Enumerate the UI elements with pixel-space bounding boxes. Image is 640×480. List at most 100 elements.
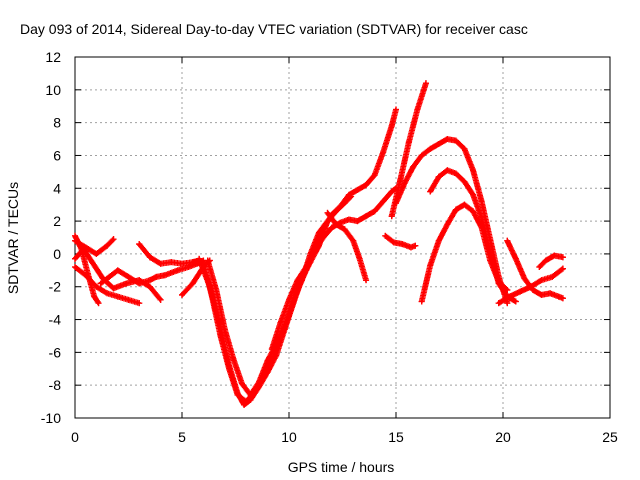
data-point bbox=[97, 280, 104, 287]
tick-labels: 0 5 10 15 20 25 -10 -8 -6 -4 -2 0 2 4 6 8 10 12 bbox=[41, 49, 618, 445]
data-point bbox=[146, 277, 153, 284]
data-point bbox=[189, 280, 196, 287]
data-point bbox=[393, 200, 399, 207]
data-point bbox=[444, 221, 451, 228]
series-arc-18 bbox=[504, 237, 566, 302]
data-point bbox=[521, 275, 528, 282]
data-point bbox=[234, 392, 241, 399]
data-point bbox=[542, 257, 549, 264]
data-point bbox=[478, 198, 485, 205]
series-arc-13 bbox=[382, 232, 419, 251]
data-point bbox=[213, 287, 220, 294]
data-point bbox=[337, 203, 344, 210]
data-point bbox=[315, 229, 322, 236]
data-point bbox=[363, 181, 370, 188]
plot-frame bbox=[74, 56, 611, 419]
data-point bbox=[470, 191, 477, 198]
data-point bbox=[527, 283, 534, 290]
data-point bbox=[89, 259, 96, 266]
data-point bbox=[196, 255, 203, 262]
data-point bbox=[418, 298, 425, 305]
data-point bbox=[495, 278, 502, 285]
data-point bbox=[380, 198, 387, 205]
y-tick-label: -8 bbox=[49, 377, 62, 393]
data-point bbox=[380, 149, 387, 156]
data-point bbox=[512, 255, 519, 262]
data-point bbox=[444, 167, 451, 174]
data-point bbox=[93, 250, 100, 257]
data-point bbox=[504, 287, 511, 294]
y-tick-label: 8 bbox=[53, 115, 61, 131]
y-tick-label: -4 bbox=[49, 312, 62, 328]
data-point bbox=[104, 242, 111, 249]
data-point bbox=[95, 300, 102, 307]
series-arc-14 bbox=[388, 80, 429, 220]
y-tick-label: 4 bbox=[53, 180, 61, 196]
y-tick-label: 6 bbox=[53, 147, 61, 163]
data-point bbox=[559, 265, 566, 272]
data-point bbox=[401, 180, 408, 187]
data-point bbox=[114, 267, 121, 274]
ticks bbox=[74, 56, 611, 419]
data-point bbox=[328, 224, 335, 231]
data-point bbox=[221, 326, 228, 333]
data-point bbox=[517, 288, 524, 295]
y-tick-label: 10 bbox=[45, 82, 61, 98]
data-point bbox=[452, 206, 459, 213]
data-point bbox=[320, 234, 327, 241]
data-point bbox=[410, 163, 417, 170]
data-point bbox=[414, 106, 421, 113]
data-point bbox=[303, 264, 310, 271]
data-point bbox=[264, 357, 271, 364]
data-point bbox=[427, 262, 434, 269]
data-point bbox=[243, 398, 250, 405]
data-point bbox=[91, 293, 98, 300]
data-point bbox=[136, 241, 143, 248]
data-point bbox=[294, 277, 301, 284]
data-point bbox=[157, 260, 164, 267]
series-markers bbox=[388, 80, 429, 220]
data-point bbox=[363, 213, 370, 220]
data-point bbox=[536, 264, 543, 271]
data-point bbox=[268, 346, 275, 353]
data-point bbox=[324, 209, 331, 216]
y-tick-label: 12 bbox=[45, 49, 61, 65]
data-point bbox=[452, 137, 459, 144]
data-point bbox=[341, 226, 348, 233]
data-point bbox=[470, 167, 477, 174]
data-point bbox=[82, 244, 89, 251]
series-arc-15 bbox=[393, 136, 511, 307]
grid bbox=[75, 57, 610, 418]
y-axis-label: SDTVAR / TECUs bbox=[5, 182, 21, 294]
data-point bbox=[388, 188, 395, 195]
x-axis-label: GPS time / hours bbox=[288, 459, 395, 475]
data-point bbox=[208, 293, 215, 300]
data-point bbox=[226, 365, 233, 372]
data-point bbox=[470, 208, 477, 215]
data-point bbox=[407, 244, 414, 251]
data-point bbox=[146, 283, 153, 290]
data-point bbox=[538, 291, 545, 298]
x-tick-label: 0 bbox=[71, 429, 79, 445]
data-point bbox=[547, 290, 554, 297]
data-point bbox=[104, 290, 111, 297]
data-point bbox=[512, 298, 519, 305]
data-point bbox=[538, 277, 545, 284]
data-point bbox=[230, 355, 237, 362]
data-point bbox=[371, 172, 378, 179]
data-point bbox=[356, 255, 363, 262]
data-point bbox=[286, 296, 292, 303]
data-point bbox=[123, 280, 130, 287]
data-point bbox=[324, 218, 331, 225]
data-point bbox=[435, 237, 442, 244]
x-tick-label: 5 bbox=[178, 429, 186, 445]
data-point bbox=[559, 295, 566, 302]
data-point bbox=[461, 178, 468, 185]
data-point bbox=[555, 293, 562, 300]
data-point bbox=[110, 285, 117, 292]
data-point bbox=[371, 208, 378, 215]
data-point bbox=[179, 291, 185, 298]
data-point bbox=[363, 277, 370, 284]
data-point bbox=[461, 201, 468, 208]
data-point bbox=[333, 221, 340, 228]
